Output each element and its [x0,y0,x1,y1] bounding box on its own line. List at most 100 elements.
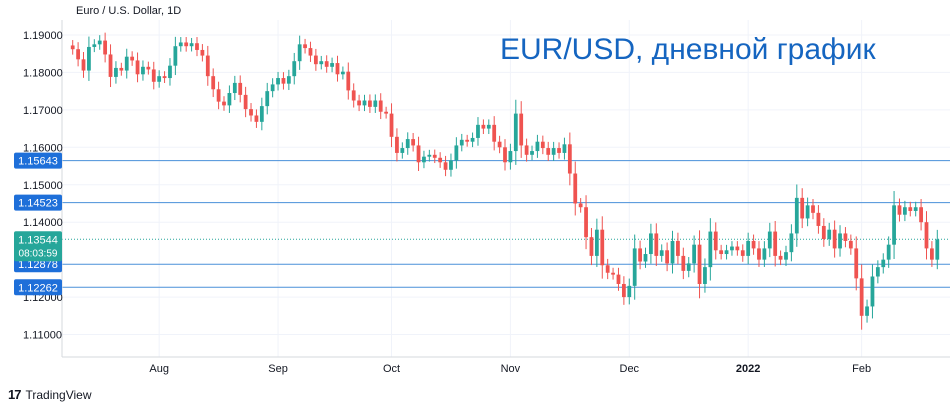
candle-body [589,237,594,256]
candle-body [454,145,459,161]
candle-body [335,63,340,75]
tradingview-logo-icon: 17 [8,387,22,402]
brand-name: TradingView [25,387,92,402]
candle-body [157,76,162,82]
candle-body [638,248,642,262]
current-price-badge [14,231,62,262]
candle-body [821,225,826,240]
candle-body [654,233,659,256]
candle-body [611,272,615,275]
price-grid [62,20,950,357]
candle-body [697,244,702,284]
candle-body [103,40,108,55]
candle-body [465,139,470,142]
candle-body [735,246,740,251]
candle-body [692,244,697,264]
current-price-label: 1.13544 [18,234,58,246]
candle-body [551,148,556,155]
candle-body [389,113,394,137]
candle-body [173,46,178,66]
candle-body [378,100,383,112]
candle-body [794,197,799,234]
candle-body [859,278,864,316]
candle-body [97,40,102,45]
y-tick-label: 1.19000 [23,30,63,42]
candle-body [508,151,513,163]
candle-body [670,240,675,264]
level-badge-label: 1.14523 [18,198,58,210]
candle-body [892,205,896,245]
candle-body [676,240,680,256]
candle-body [719,250,724,255]
candle-body [865,306,869,316]
candle-body [870,276,875,307]
candle-body [513,113,518,152]
candle-body [308,48,313,56]
candlestick-series [70,32,940,330]
candle-body [665,250,670,264]
candle-body [384,111,389,114]
candle-body [270,84,275,92]
candle-body [162,76,167,79]
candle-body [130,56,135,61]
candle-body [254,115,259,122]
candle-body [773,231,778,256]
candle-body [211,76,216,90]
candle-body [535,141,540,152]
candle-body [724,250,729,255]
candle-body [151,69,156,82]
y-tick-label: 1.11000 [23,330,62,342]
candle-body [459,139,464,146]
x-tick-label: Sep [268,363,288,375]
candle-body [805,205,810,219]
candle-body [524,145,529,155]
candle-body [708,231,713,268]
candle-body [281,78,286,84]
candle-body [92,44,97,47]
candle-body [897,205,902,215]
countdown-label: 08:03:59 [19,248,58,259]
candle-body [816,212,821,226]
candle-body [557,148,561,153]
candle-body [562,144,567,153]
candle-body [584,207,588,238]
candle-body [243,94,248,110]
candle-body [800,197,805,219]
candle-body [276,78,280,85]
candle-body [146,66,151,70]
candle-body [503,147,507,163]
tradingview-logo[interactable]: 17 TradingView [8,387,92,402]
candle-body [573,173,578,204]
y-tick-label: 1.18000 [23,67,63,79]
candle-body [405,139,410,149]
candle-body [119,67,124,71]
candle-body [178,42,183,47]
candle-body [908,207,913,211]
candle-body [249,109,253,116]
candle-body [184,42,189,47]
candle-body [108,54,113,77]
x-tick-label: Dec [620,363,640,375]
candle-body [189,43,194,47]
candle-body [886,244,891,260]
candle-body [222,101,226,106]
candle-body [438,157,443,163]
level-badge [14,194,62,211]
candle-body [362,100,367,106]
candle-body [486,124,491,129]
candle-body [492,124,497,142]
candle-body [432,154,437,158]
candle-body [784,252,788,260]
candle-body [519,113,524,146]
candle-body [87,46,91,71]
candle-body [373,100,378,107]
candle-body [135,60,140,75]
candle-body [297,44,302,62]
candle-body [411,139,416,146]
candle-body [789,233,794,253]
price-badges: 1.15643 1.14523 1.12878 1.12262 1.13544 08:03… [14,152,62,296]
candle-body [616,274,621,284]
candle-body [286,76,291,84]
x-tick-label: Aug [149,363,169,375]
